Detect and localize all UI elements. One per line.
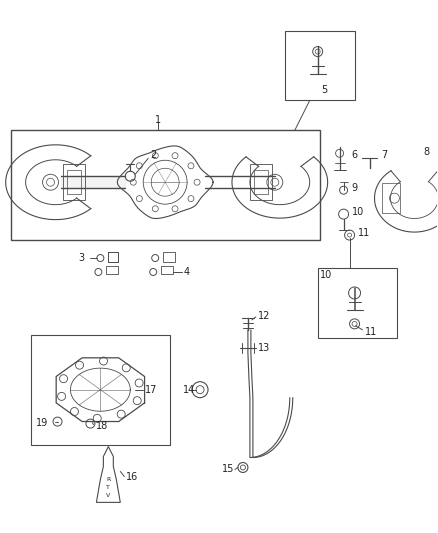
Text: 10: 10 — [352, 207, 364, 217]
Text: 19: 19 — [35, 417, 48, 427]
Bar — [163, 252, 175, 262]
Bar — [31, 335, 170, 445]
Text: 10: 10 — [320, 270, 332, 280]
Circle shape — [93, 414, 101, 422]
Circle shape — [122, 364, 130, 372]
Text: 6: 6 — [352, 150, 358, 160]
Text: 1: 1 — [155, 115, 161, 125]
Text: R: R — [106, 477, 110, 482]
Text: 5: 5 — [321, 85, 328, 95]
Circle shape — [60, 375, 67, 383]
Bar — [382, 183, 400, 213]
Text: V: V — [106, 493, 110, 498]
Bar — [67, 170, 81, 194]
Text: 14: 14 — [183, 385, 195, 394]
Text: 11: 11 — [357, 228, 370, 238]
Text: 3: 3 — [78, 253, 85, 263]
Bar — [64, 164, 85, 200]
Bar — [254, 170, 268, 194]
Circle shape — [76, 361, 84, 369]
Bar — [285, 30, 355, 100]
Circle shape — [117, 410, 125, 418]
Bar — [106, 266, 118, 274]
Circle shape — [58, 392, 66, 400]
Bar — [250, 164, 272, 200]
Text: 9: 9 — [352, 183, 358, 193]
Circle shape — [99, 357, 107, 365]
Bar — [318, 268, 397, 338]
Text: 2: 2 — [150, 150, 156, 160]
Text: 8: 8 — [424, 147, 430, 157]
Text: 4: 4 — [183, 267, 189, 277]
Polygon shape — [96, 447, 120, 503]
Text: 15: 15 — [222, 464, 234, 474]
Text: 16: 16 — [126, 472, 138, 482]
Text: 7: 7 — [381, 150, 388, 160]
Text: 11: 11 — [364, 327, 377, 337]
Text: 13: 13 — [258, 343, 270, 353]
Bar — [161, 266, 173, 274]
Text: 12: 12 — [258, 311, 270, 321]
Text: T: T — [106, 485, 110, 490]
Text: 17: 17 — [145, 385, 158, 394]
Circle shape — [71, 408, 78, 416]
Bar — [11, 131, 320, 240]
Circle shape — [135, 379, 143, 387]
Text: 18: 18 — [96, 421, 109, 431]
Circle shape — [133, 397, 141, 405]
